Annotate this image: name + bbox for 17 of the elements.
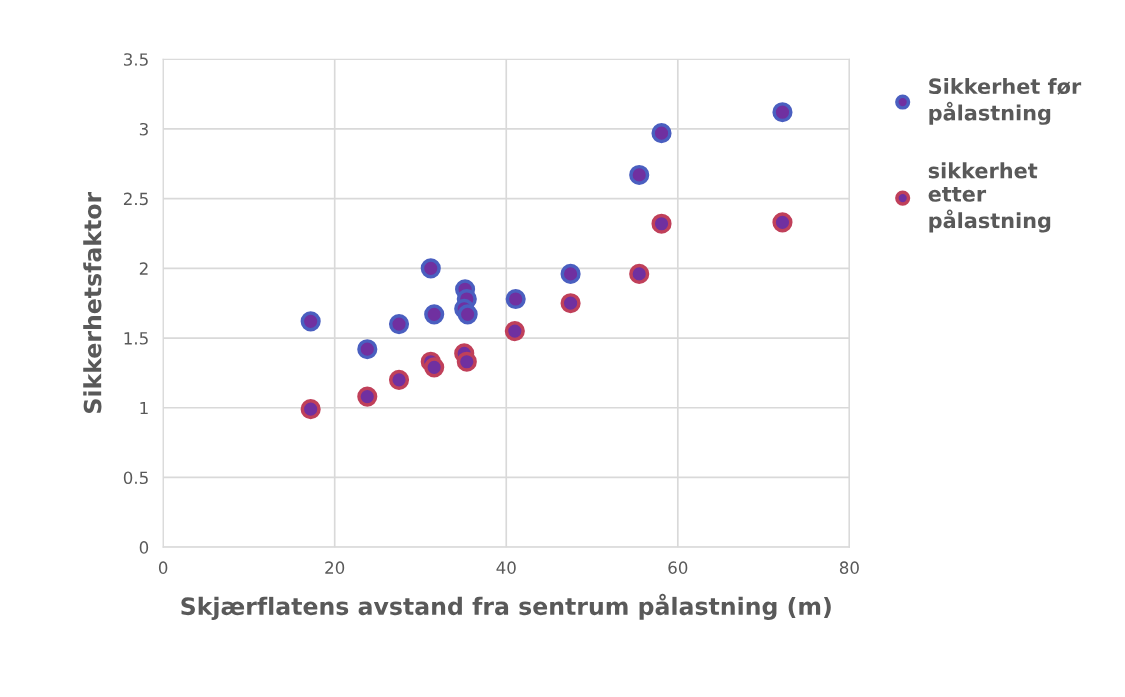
legend-label: sikkerhet etter pålastning: [928, 162, 1051, 233]
y-tick-label: 3: [139, 122, 148, 136]
legend-label: Sikkerhet før pålastning: [929, 78, 1082, 125]
y-tick-label: 1.5: [124, 332, 148, 345]
x-tick-label: 60: [668, 561, 688, 574]
y-tick-label: 0.5: [123, 471, 148, 485]
y-axis-title: Sikkerhetsfaktor: [83, 191, 102, 413]
x-axis-title: Skjærflatens avstand fra sentrum pålastning (m): [181, 593, 831, 620]
x-tick-label: 80: [839, 561, 859, 574]
y-tick-label: 0: [139, 541, 149, 554]
y-tick-label: 2: [139, 262, 148, 275]
y-tick-label: 2.5: [123, 192, 148, 206]
x-tick-label: 0: [158, 561, 168, 574]
x-tick-label: 40: [496, 561, 516, 574]
x-tick-label: 20: [325, 561, 345, 574]
y-tick-label: 3.5: [124, 53, 148, 66]
y-tick-label: 1: [140, 401, 148, 415]
